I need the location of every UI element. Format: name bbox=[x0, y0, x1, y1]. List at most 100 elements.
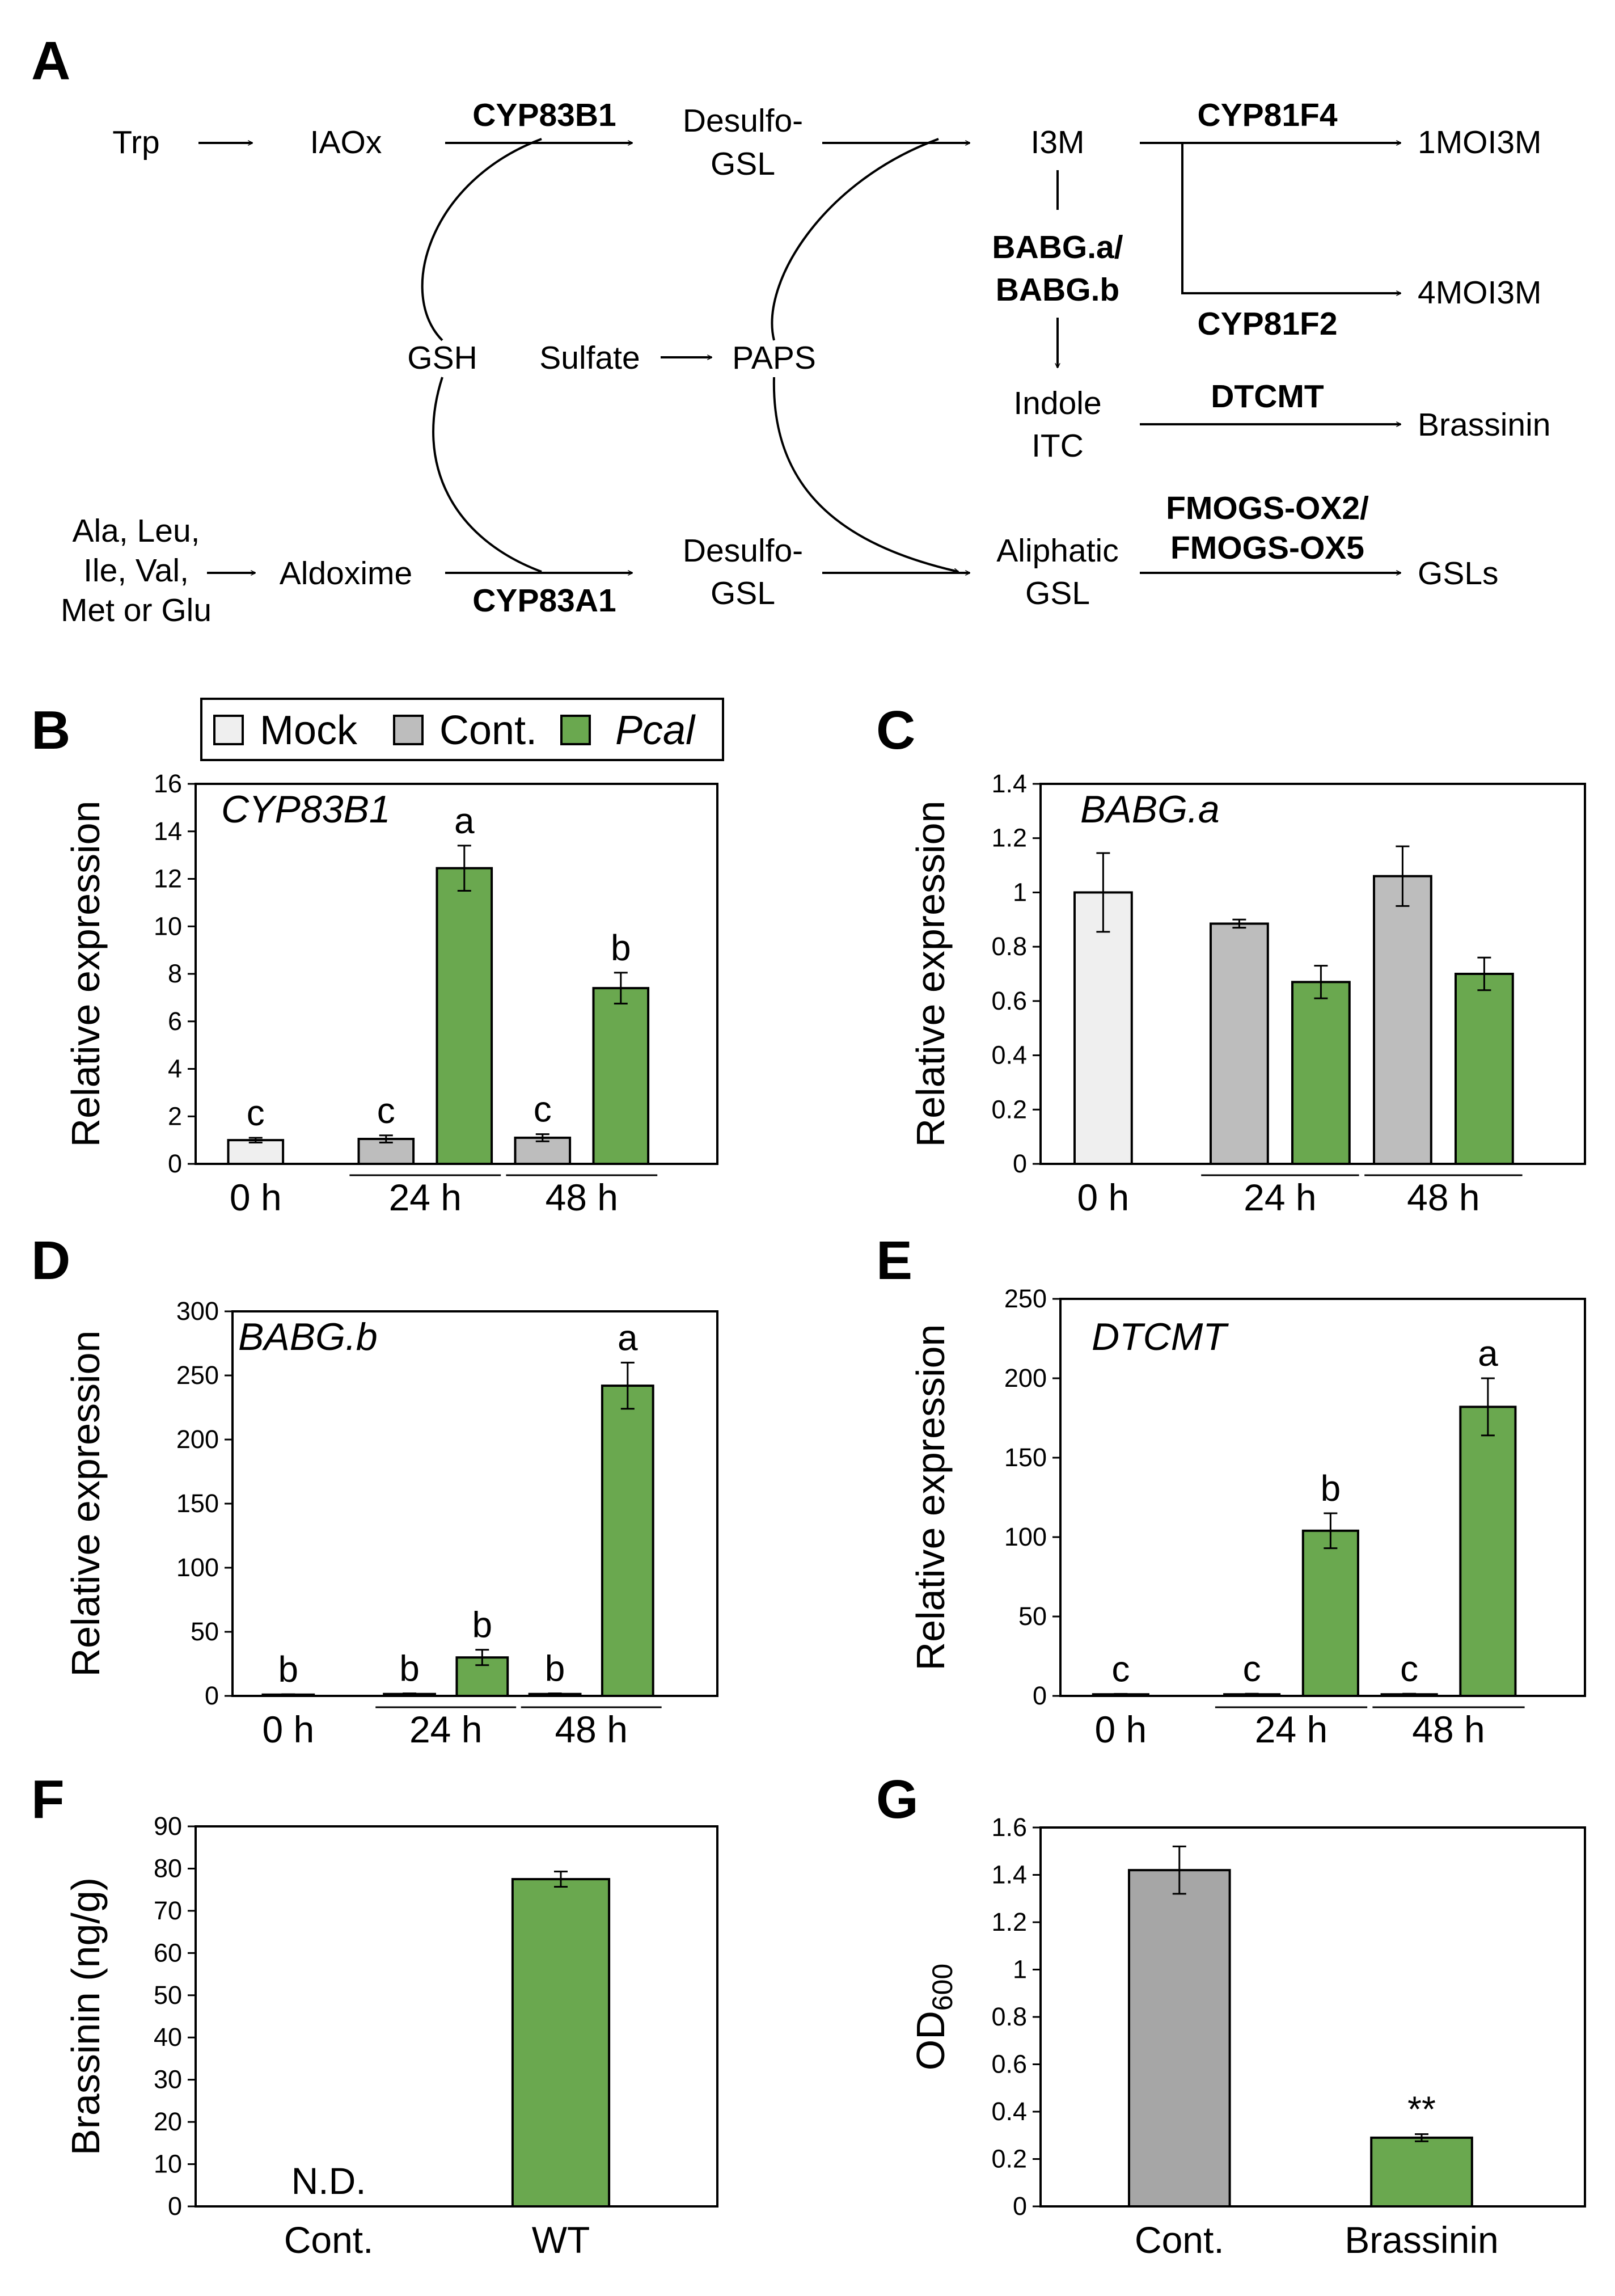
y-tick-label: 1.4 bbox=[991, 769, 1027, 798]
y-tick-label: 200 bbox=[1004, 1364, 1047, 1392]
x-category-label: 24 h bbox=[389, 1176, 462, 1218]
y-tick-label: 0 bbox=[168, 1149, 182, 1178]
curve-gsh-upper bbox=[421, 138, 542, 341]
y-tick-label: 0 bbox=[1013, 2192, 1027, 2221]
panel-label-c: C bbox=[876, 700, 915, 761]
significance-label: b bbox=[399, 1648, 420, 1689]
enzyme-fmo-line1: FMOGS-OX2/ bbox=[1166, 490, 1369, 526]
significance-label: ** bbox=[1407, 2089, 1436, 2130]
y-tick-label: 0.8 bbox=[991, 932, 1027, 961]
y-axis-label: Relative expression bbox=[908, 801, 953, 1147]
y-tick-label: 10 bbox=[154, 911, 182, 940]
y-tick-label: 12 bbox=[154, 864, 182, 893]
x-category-label: 48 h bbox=[1412, 1708, 1485, 1750]
panel-label-b: B bbox=[31, 700, 70, 761]
significance-label: b bbox=[278, 1649, 299, 1690]
bar bbox=[1073, 891, 1133, 1166]
chart-e: 0 50 100 150 200 250 Relative expression DTCMT c… bbox=[908, 1284, 1586, 1750]
y-tick-label: 60 bbox=[154, 1938, 182, 1967]
legend-label-mock: Mock bbox=[260, 708, 358, 753]
y-axis-label-subscript: 600 bbox=[927, 1964, 958, 2011]
curve-paps-upper bbox=[771, 138, 939, 341]
node-gsh: GSH bbox=[407, 340, 477, 376]
chart-g: 0 0.2 0.4 0.6 0.8 1 1.2 1.4 1.6 OD600 ** Cont. Brass… bbox=[908, 1813, 1586, 2261]
legend-box bbox=[200, 698, 724, 761]
y-tick-label: 4 bbox=[168, 1054, 182, 1083]
significance-label: c bbox=[247, 1092, 265, 1133]
legend-swatch-mock bbox=[213, 715, 244, 745]
bar bbox=[436, 867, 493, 1165]
significance-label: b bbox=[472, 1605, 493, 1645]
y-tick-label: 300 bbox=[176, 1297, 219, 1326]
significance-label: b bbox=[611, 927, 631, 968]
y-tick-label: 1.2 bbox=[991, 824, 1027, 852]
x-category-label: 48 h bbox=[555, 1708, 627, 1750]
bar bbox=[1459, 1406, 1517, 1697]
bar bbox=[592, 987, 650, 1165]
legend-label-cont: Cont. bbox=[439, 708, 537, 753]
y-tick-label: 6 bbox=[168, 1007, 182, 1036]
node-brassinin: Brassinin bbox=[1418, 407, 1550, 443]
x-category-label: 0 h bbox=[1077, 1176, 1130, 1218]
node-gsls: GSLs bbox=[1418, 555, 1499, 592]
y-tick-label: 0.4 bbox=[991, 2097, 1027, 2126]
y-axis-label-main: OD bbox=[908, 2011, 953, 2070]
node-desulfo-gsl-1-line1: Desulfo- bbox=[683, 103, 803, 139]
node-sulfate: Sulfate bbox=[539, 340, 640, 376]
significance-label: a bbox=[618, 1317, 638, 1358]
node-iaox: IAOx bbox=[310, 124, 382, 161]
y-axis-label: Relative expression bbox=[64, 801, 108, 1147]
node-indole-line1: Indole bbox=[1013, 385, 1101, 421]
node-desulfo-gsl-2-line1: Desulfo- bbox=[683, 533, 803, 569]
curve-gsh-lower bbox=[432, 377, 542, 573]
node-amino-acids-line2: Ile, Val, bbox=[83, 552, 189, 589]
node-1moi3m: 1MOI3M bbox=[1418, 124, 1542, 161]
node-desulfo-gsl-2-line2: GSL bbox=[711, 575, 775, 611]
y-tick-label: 100 bbox=[1004, 1522, 1047, 1551]
not-detected-label: N.D. bbox=[291, 2160, 366, 2202]
enzyme-babg-line1: BABG.a/ bbox=[992, 229, 1123, 265]
significance-label: c bbox=[1400, 1648, 1418, 1689]
significance-label: a bbox=[1478, 1333, 1498, 1374]
y-tick-label: 8 bbox=[168, 959, 182, 988]
enzyme-cyp83b1: CYP83B1 bbox=[472, 97, 616, 133]
enzyme-cyp81f4: CYP81F4 bbox=[1197, 97, 1337, 133]
y-tick-label: 1 bbox=[1013, 877, 1027, 906]
y-tick-label: 0 bbox=[205, 1681, 219, 1710]
x-category-label: Cont. bbox=[1135, 2219, 1224, 2261]
enzyme-fmo-line2: FMOGS-OX5 bbox=[1170, 530, 1364, 566]
node-aldoxime: Aldoxime bbox=[280, 555, 412, 592]
y-tick-label: 1.2 bbox=[991, 1907, 1027, 1936]
bar bbox=[1370, 2136, 1473, 2208]
x-category-label: Brassinin bbox=[1345, 2219, 1498, 2261]
gene-name-label: BABG.a bbox=[1080, 788, 1220, 831]
y-tick-label: 0.2 bbox=[991, 2145, 1027, 2173]
legend-swatch-pcal bbox=[560, 715, 591, 745]
y-tick-label: 16 bbox=[154, 769, 182, 798]
y-tick-label: 0.6 bbox=[991, 986, 1027, 1015]
x-category-label: 24 h bbox=[1255, 1708, 1327, 1750]
y-tick-label: 150 bbox=[176, 1489, 219, 1518]
node-amino-acids-line3: Met or Glu bbox=[61, 592, 212, 628]
y-tick-label: 70 bbox=[154, 1896, 182, 1925]
node-trp: Trp bbox=[112, 124, 159, 161]
y-tick-label: 250 bbox=[176, 1361, 219, 1390]
node-4moi3m: 4MOI3M bbox=[1418, 275, 1542, 311]
bar bbox=[601, 1385, 654, 1698]
bar bbox=[1128, 1869, 1231, 2208]
x-category-label: 24 h bbox=[1244, 1176, 1316, 1218]
node-i3m: I3M bbox=[1030, 124, 1084, 161]
enzyme-babg-line2: BABG.b bbox=[996, 272, 1119, 308]
gene-name-label: CYP83B1 bbox=[221, 788, 391, 831]
chart-b: 0 2 4 6 8 10 12 14 16 Relative expression CYP83B1 c… bbox=[64, 769, 718, 1218]
bar bbox=[1373, 875, 1432, 1165]
node-amino-acids-line1: Ala, Leu, bbox=[73, 513, 200, 549]
significance-label: a bbox=[454, 800, 475, 841]
y-tick-label: 50 bbox=[191, 1617, 219, 1646]
significance-label: b bbox=[1321, 1468, 1341, 1509]
panel-label-d: D bbox=[31, 1230, 70, 1291]
y-tick-label: 100 bbox=[176, 1553, 219, 1582]
significance-label: c bbox=[1111, 1648, 1130, 1689]
y-tick-label: 80 bbox=[154, 1854, 182, 1883]
